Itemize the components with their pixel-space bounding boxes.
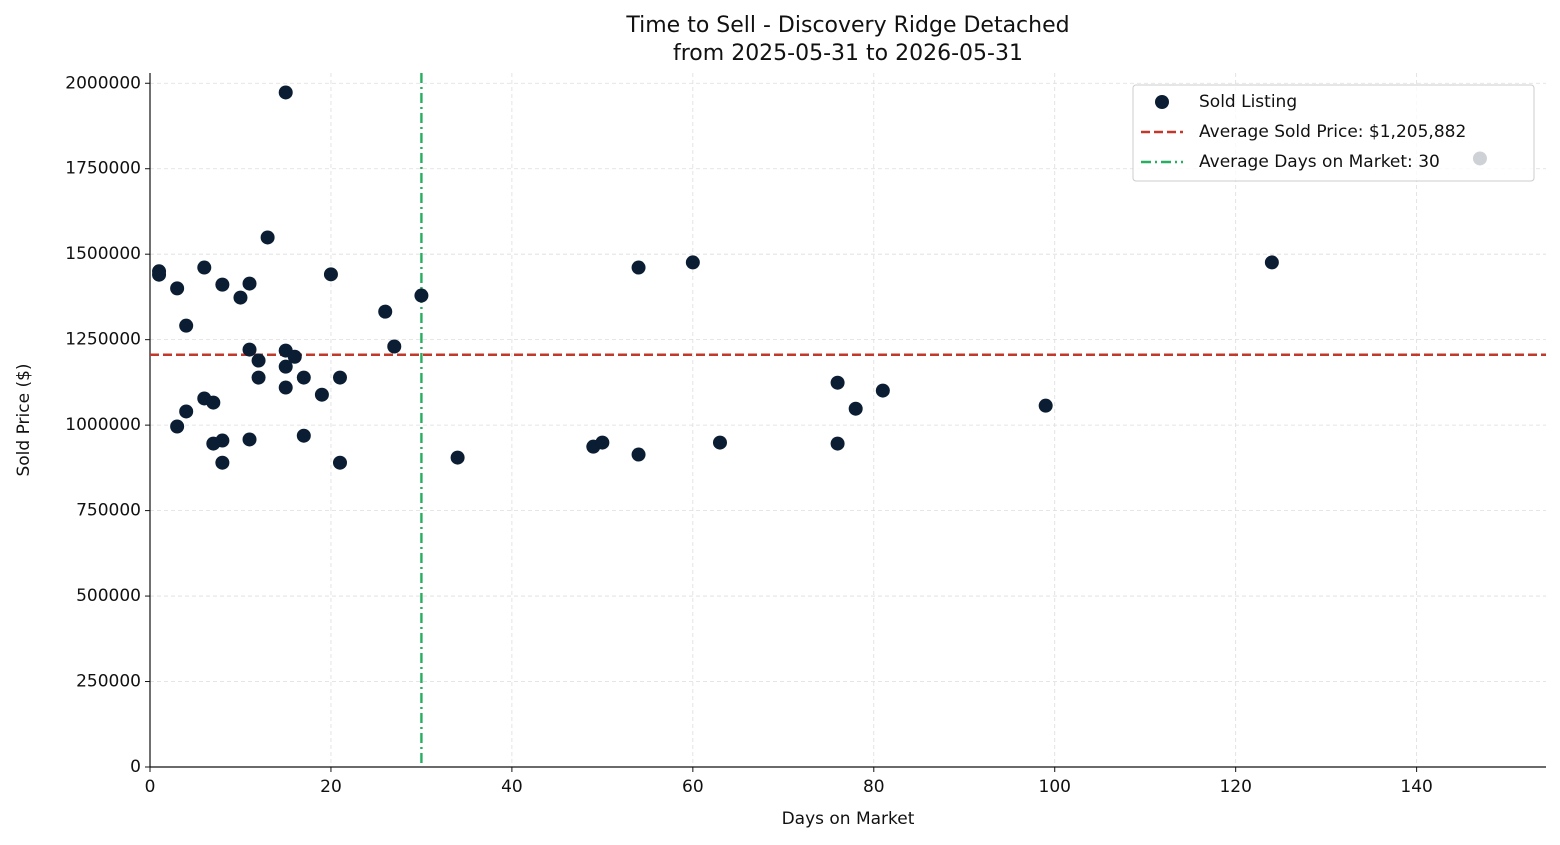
point xyxy=(233,290,248,305)
point xyxy=(631,260,646,275)
legend-label: Average Sold Price: $1,205,882 xyxy=(1199,122,1466,142)
point xyxy=(278,85,293,100)
point xyxy=(215,277,230,292)
point xyxy=(170,281,185,296)
point xyxy=(242,432,257,447)
legend-marker xyxy=(1155,95,1169,109)
point xyxy=(296,428,311,443)
point xyxy=(1038,398,1053,413)
point xyxy=(685,255,700,270)
point xyxy=(332,455,347,470)
x-tick-label: 80 xyxy=(863,777,885,797)
x-tick-label: 20 xyxy=(320,777,342,797)
x-tick-label: 40 xyxy=(501,777,523,797)
x-axis-label: Days on Market xyxy=(782,809,915,829)
x-tick-label: 100 xyxy=(1039,777,1071,797)
point xyxy=(314,387,329,402)
y-axis-label: Sold Price ($) xyxy=(14,363,34,476)
point xyxy=(197,260,212,275)
point xyxy=(260,230,275,245)
point xyxy=(712,435,727,450)
point xyxy=(179,318,194,333)
legend-box xyxy=(1132,84,1535,182)
point xyxy=(450,450,465,465)
y-tick-label: 750000 xyxy=(76,501,141,521)
point xyxy=(332,370,347,385)
y-tick-label: 1250000 xyxy=(65,330,141,350)
point xyxy=(242,342,257,357)
point xyxy=(830,375,845,390)
point xyxy=(378,304,393,319)
point xyxy=(170,419,185,434)
y-tick-label: 1000000 xyxy=(65,415,141,435)
point xyxy=(215,455,230,470)
point xyxy=(278,380,293,395)
point xyxy=(278,359,293,374)
point xyxy=(323,267,338,282)
point xyxy=(830,436,845,451)
point xyxy=(179,404,194,419)
x-tick-label: 140 xyxy=(1400,777,1432,797)
point xyxy=(251,353,266,368)
chart-subtitle: from 2025-05-31 to 2026-05-31 xyxy=(673,41,1023,66)
point xyxy=(206,395,221,410)
point xyxy=(848,401,863,416)
y-tick-label: 1500000 xyxy=(65,244,141,264)
y-tick-label: 0 xyxy=(130,757,141,777)
y-tick-label: 1750000 xyxy=(65,159,141,179)
point xyxy=(631,447,646,462)
point xyxy=(242,276,257,291)
legend-label: Average Days on Market: 30 xyxy=(1199,152,1440,172)
point xyxy=(595,435,610,450)
y-tick-label: 2000000 xyxy=(65,73,141,93)
x-tick-label: 60 xyxy=(682,777,704,797)
point xyxy=(1264,255,1279,270)
point xyxy=(875,383,890,398)
point xyxy=(387,339,402,354)
chart-title: Time to Sell - Discovery Ridge Detached xyxy=(625,13,1069,38)
y-tick-label: 500000 xyxy=(76,586,141,606)
point xyxy=(414,288,429,303)
point xyxy=(215,433,230,448)
x-tick-label: 120 xyxy=(1219,777,1251,797)
point xyxy=(296,370,311,385)
point xyxy=(287,349,302,364)
legend-label: Sold Listing xyxy=(1199,92,1297,112)
x-tick-label: 0 xyxy=(145,777,156,797)
point xyxy=(251,370,266,385)
y-tick-label: 250000 xyxy=(76,672,141,692)
point xyxy=(152,267,167,282)
